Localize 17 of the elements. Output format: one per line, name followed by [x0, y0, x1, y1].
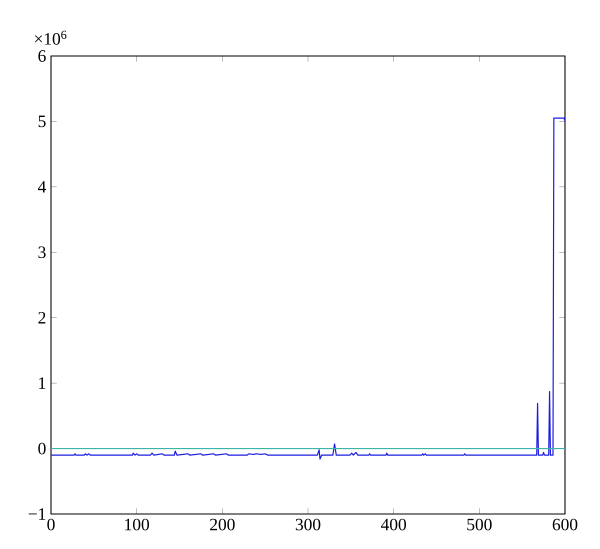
y-tick-label: 2 [38, 312, 46, 324]
x-tick-label: 300 [296, 518, 320, 530]
y-tick-label: 6 [38, 50, 46, 62]
x-tick-label: 600 [552, 518, 578, 530]
x-tick-label: 500 [467, 518, 492, 530]
y-tick-label: −1 [28, 508, 46, 520]
x-tick-label: 200 [210, 518, 235, 530]
text: ×10$^{6}$ [34, 30, 66, 45]
y-tick-label: 5 [38, 116, 46, 128]
x-tick-label: 0 [47, 518, 55, 530]
x-tick-label: 400 [380, 518, 406, 530]
x-tick-label: 100 [125, 518, 150, 530]
y-tick-label: 4 [38, 181, 46, 193]
y-tick-label: 3 [38, 246, 46, 258]
y-tick-label: 0 [38, 442, 46, 454]
line-series [51, 118, 565, 460]
y-tick-label: 1 [39, 377, 46, 389]
